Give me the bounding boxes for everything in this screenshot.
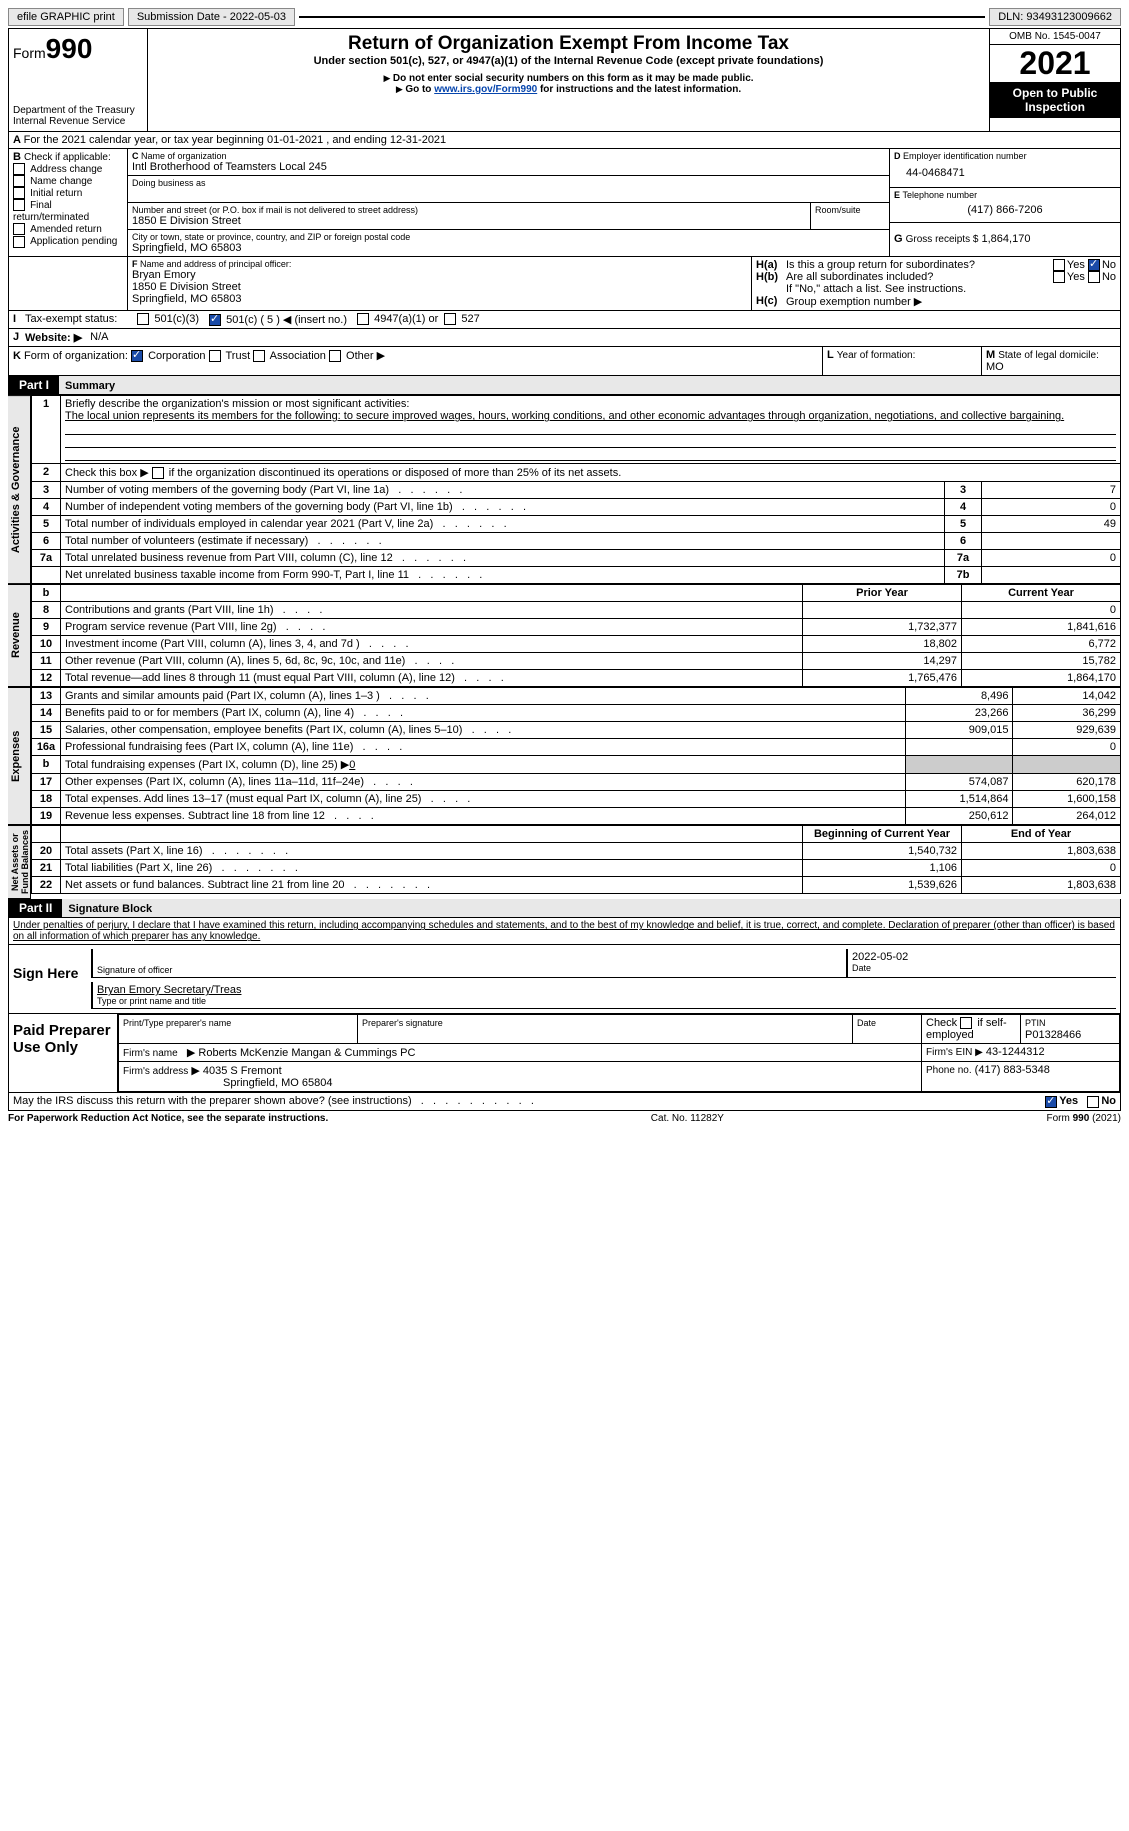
note2-pre: Go to (405, 84, 434, 95)
street-lbl: Number and street (or P.O. box if mail i… (132, 205, 806, 215)
M-val: MO (986, 361, 1004, 373)
efile-btn[interactable]: efile GRAPHIC print (8, 8, 124, 26)
part1-hdr: Part I (9, 376, 59, 394)
part1-title: Summary (59, 378, 121, 394)
form-header: Form990 Department of the Treasury Inter… (8, 28, 1121, 132)
officer-addr1: 1850 E Division Street (132, 281, 747, 293)
officer-name: Bryan Emory (132, 269, 747, 281)
form-title: Return of Organization Exempt From Incom… (152, 33, 985, 55)
part2-title: Signature Block (62, 901, 158, 917)
firm-phone: (417) 883-5348 (975, 1064, 1050, 1076)
D-label: Employer identification number (903, 151, 1027, 161)
discuss-no[interactable] (1087, 1096, 1099, 1108)
website: N/A (90, 331, 108, 344)
paid-preparer: Paid Preparer Use Only (9, 1014, 118, 1092)
l1-label: Briefly describe the organization's miss… (65, 398, 409, 410)
sign-here: Sign Here (9, 945, 87, 1013)
I-501c[interactable] (209, 314, 221, 326)
vtab-net: Net Assets orFund Balances (8, 825, 31, 899)
vtab-activities: Activities & Governance (8, 395, 31, 584)
F-label: Name and address of principal officer: (140, 259, 291, 269)
note2-post: for instructions and the latest informat… (537, 84, 741, 95)
footer-mid: Cat. No. 11282Y (651, 1113, 724, 1124)
vtab-expenses: Expenses (8, 687, 31, 825)
K-other[interactable] (329, 350, 341, 362)
K-trust[interactable] (209, 350, 221, 362)
part2-hdr: Part II (9, 899, 62, 917)
ptin: P01328466 (1025, 1029, 1081, 1041)
sig-date: 2022-05-02 (852, 951, 1112, 963)
footer-left: For Paperwork Reduction Act Notice, see … (8, 1113, 328, 1124)
l2-check[interactable] (152, 467, 164, 479)
form-number: 990 (46, 33, 93, 64)
note2-link[interactable]: www.irs.gov/Form990 (434, 84, 537, 95)
Ha-no[interactable] (1088, 259, 1100, 271)
l1-val: The local union represents its members f… (65, 410, 1064, 422)
form-label: Form (13, 45, 46, 61)
vtab-revenue: Revenue (8, 584, 31, 687)
note1: Do not enter social security numbers on … (393, 73, 754, 84)
omb: OMB No. 1545-0047 (990, 29, 1120, 45)
form-subtitle: Under section 501(c), 527, or 4947(a)(1)… (152, 55, 985, 67)
L-label: Year of formation: (837, 350, 916, 361)
topbar: efile GRAPHIC print Submission Date - 20… (8, 8, 1121, 26)
line-A: A For the 2021 calendar year, or tax yea… (8, 132, 1121, 149)
C-name-lbl: Name of organization (141, 151, 227, 161)
room-lbl: Room/suite (815, 205, 885, 215)
phone: (417) 866-7206 (894, 200, 1116, 220)
Ha: Is this a group return for subordinates? (786, 259, 1053, 271)
K-label: Form of organization: (24, 350, 128, 362)
I-label: Tax-exempt status: (25, 313, 117, 326)
E-label: Telephone number (903, 190, 978, 200)
Ha-yes[interactable] (1053, 259, 1065, 271)
Hb-no[interactable] (1088, 271, 1100, 283)
discuss-yes[interactable] (1045, 1096, 1057, 1108)
Hb: Are all subordinates included? (786, 271, 1053, 283)
officer-sig: Bryan Emory Secretary/Treas (97, 984, 1112, 996)
K-assoc[interactable] (253, 350, 265, 362)
K-corp[interactable] (131, 350, 143, 362)
declaration: Under penalties of perjury, I declare th… (8, 918, 1121, 945)
H-note: If "No," attach a list. See instructions… (756, 283, 1116, 295)
firm-ein: 43-1244312 (986, 1046, 1045, 1058)
M-label: State of legal domicile: (998, 350, 1099, 361)
ein: 44-0468471 (894, 161, 1116, 185)
J-label: Website: ▶ (25, 332, 82, 344)
Hc: Group exemption number ▶ (786, 295, 922, 308)
open-inspection: Open to Public Inspection (990, 82, 1120, 118)
street: 1850 E Division Street (132, 215, 806, 227)
dln-btn[interactable]: DLN: 93493123009662 (989, 8, 1121, 26)
org-name: Intl Brotherhood of Teamsters Local 245 (132, 161, 885, 173)
city-lbl: City or town, state or province, country… (132, 232, 885, 242)
I-527[interactable] (444, 313, 456, 325)
firm-name: Roberts McKenzie Mangan & Cummings PC (198, 1047, 415, 1059)
irs: Internal Revenue Service (13, 116, 143, 127)
firm-addr1: 4035 S Fremont (203, 1065, 282, 1077)
I-4947[interactable] (357, 313, 369, 325)
G-label: Gross receipts $ (906, 234, 979, 245)
footer-right: Form 990 (2021) (1047, 1113, 1121, 1124)
I-501c3[interactable] (137, 313, 149, 325)
dept: Department of the Treasury (13, 105, 143, 116)
sig-lbl: Signature of officer (97, 965, 842, 975)
tax-year: 2021 (990, 45, 1120, 82)
officer-addr2: Springfield, MO 65803 (132, 293, 747, 305)
dba-lbl: Doing business as (132, 178, 885, 188)
gross-receipts: 1,864,170 (982, 233, 1031, 245)
discuss: May the IRS discuss this return with the… (13, 1095, 1045, 1107)
city: Springfield, MO 65803 (132, 242, 885, 254)
self-emp-check[interactable] (960, 1017, 972, 1029)
firm-addr2: Springfield, MO 65804 (223, 1077, 332, 1089)
B-label: Check if applicable: (24, 152, 111, 163)
submission-btn[interactable]: Submission Date - 2022-05-03 (128, 8, 295, 26)
Hb-yes[interactable] (1053, 271, 1065, 283)
